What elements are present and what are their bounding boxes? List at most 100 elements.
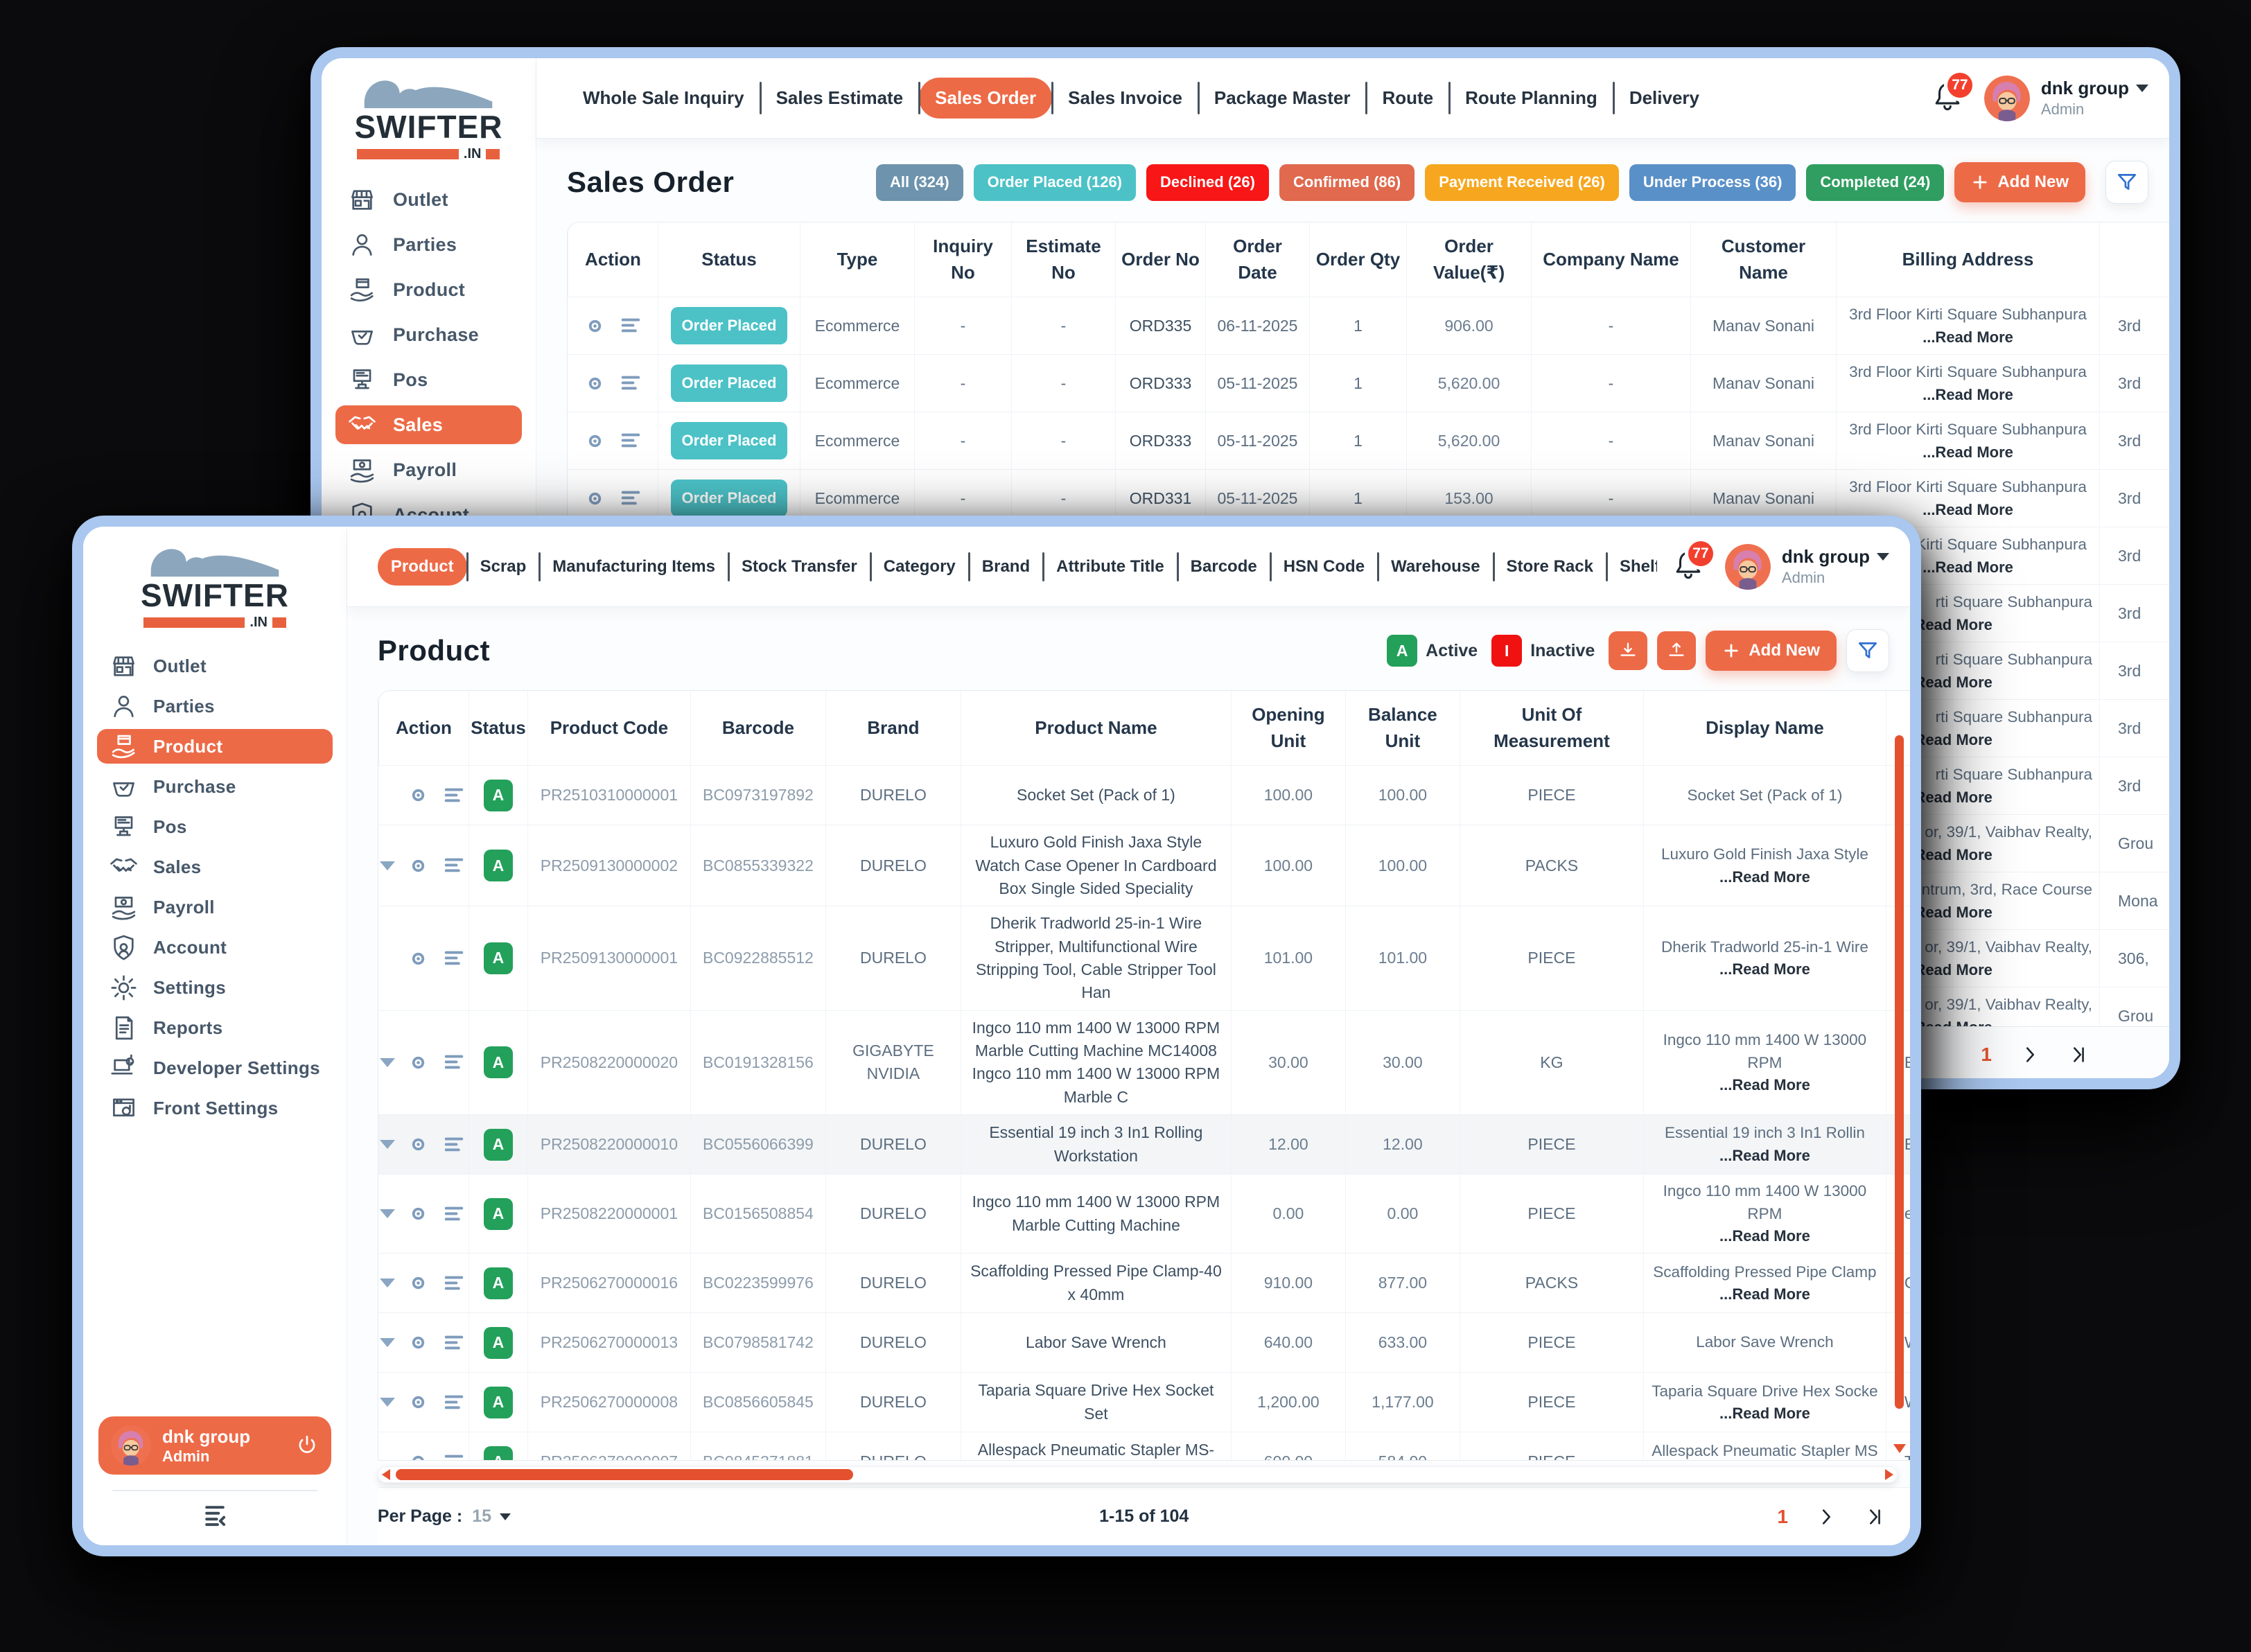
menu-lines-icon[interactable] <box>441 946 466 971</box>
view-icon[interactable] <box>405 853 431 879</box>
order-row[interactable]: Order Placed Ecommerce - - ORD333 05-11-… <box>568 412 2169 471</box>
notifications-button[interactable]: 77 <box>1672 538 1717 584</box>
order-row[interactable]: Order Placed Ecommerce - - ORD331 05-11-… <box>568 470 2169 528</box>
order-row[interactable]: Order Placed Ecommerce - - ORD335 06-11-… <box>568 297 2169 355</box>
scroll-left-arrow[interactable] <box>381 1469 390 1480</box>
read-more-link[interactable]: ...Read More <box>1922 443 2013 461</box>
nav-tab[interactable]: Route <box>1365 78 1449 118</box>
product-row[interactable]: A PR2509130000001 BC0922885512 DURELO Dh… <box>378 906 1910 1011</box>
add-new-button[interactable]: Add New <box>1706 631 1837 671</box>
expand-caret-icon[interactable] <box>380 1398 396 1407</box>
product-row[interactable]: A PR2506270000013 BC0798581742 DURELO La… <box>378 1313 1910 1373</box>
read-more-link[interactable]: ...Read More <box>1719 1227 1810 1245</box>
sidebar-item[interactable]: Parties <box>335 225 522 264</box>
sidebar-item[interactable]: Account <box>97 930 333 965</box>
sidebar-user-card[interactable]: dnk group Admin <box>98 1416 331 1475</box>
status-filter-chip[interactable]: Confirmed (86) <box>1279 164 1415 201</box>
menu-lines-icon[interactable] <box>618 428 643 453</box>
per-page-value[interactable]: 15 <box>472 1506 492 1526</box>
menu-lines-icon[interactable] <box>441 1050 466 1075</box>
nav-tab[interactable]: Package Master <box>1197 78 1367 118</box>
menu-lines-icon[interactable] <box>441 783 466 808</box>
next-page-icon[interactable] <box>1816 1506 1837 1527</box>
status-filter-chip[interactable]: Under Process (36) <box>1629 164 1796 201</box>
nav-tab[interactable]: Sales Invoice <box>1051 78 1198 118</box>
nav-tab[interactable]: Barcode <box>1176 548 1270 586</box>
product-row[interactable]: A PR2510310000001 BC0973197892 DURELO So… <box>378 766 1910 826</box>
export-button[interactable] <box>1657 631 1697 670</box>
filter-button[interactable] <box>2105 161 2148 204</box>
sidebar-item[interactable]: Product <box>97 729 333 764</box>
menu-lines-icon[interactable] <box>441 1450 466 1461</box>
sidebar-item[interactable]: Pos <box>335 360 522 399</box>
menu-lines-icon[interactable] <box>441 1330 466 1355</box>
vertical-scrollbar[interactable] <box>1893 735 1906 1453</box>
status-filter-chip[interactable]: Order Placed (126) <box>973 164 1137 201</box>
product-row[interactable]: A PR2506270000008 BC0856605845 DURELO Ta… <box>378 1373 1910 1433</box>
expand-caret-icon[interactable] <box>380 861 396 870</box>
view-icon[interactable] <box>405 1330 431 1355</box>
nav-tab[interactable]: Route Planning <box>1448 78 1613 118</box>
sidebar-item[interactable]: Purchase <box>97 769 333 804</box>
menu-lines-icon[interactable] <box>618 371 643 396</box>
read-more-link[interactable]: ...Read More <box>1922 328 2013 346</box>
sidebar-item[interactable]: Sales <box>97 850 333 884</box>
status-filter-chip[interactable]: All (324) <box>875 164 963 201</box>
read-more-link[interactable]: ...Read More <box>1719 1405 1810 1423</box>
menu-lines-icon[interactable] <box>618 313 643 338</box>
read-more-link[interactable]: ...Read More <box>1719 1076 1810 1094</box>
expand-caret-icon[interactable] <box>380 1278 396 1288</box>
read-more-link[interactable]: ...Read More <box>1719 1285 1810 1303</box>
status-filter-chip[interactable]: Completed (24) <box>1806 164 1945 201</box>
product-row[interactable]: A PR2506270000016 BC0223599976 DURELO Sc… <box>378 1254 1910 1314</box>
sidebar-item[interactable]: Outlet <box>335 180 522 219</box>
order-row[interactable]: Order Placed Ecommerce - - ORD333 05-11-… <box>568 355 2169 413</box>
sidebar-item[interactable]: Product <box>335 270 522 309</box>
menu-lines-icon[interactable] <box>441 1202 466 1227</box>
expand-caret-icon[interactable] <box>380 1209 396 1219</box>
nav-tab[interactable]: Brand <box>967 548 1043 586</box>
read-more-link[interactable]: ...Read More <box>1719 1147 1810 1165</box>
view-icon[interactable] <box>405 1270 431 1296</box>
nav-tab[interactable]: HSN Code <box>1269 548 1378 586</box>
read-more-link[interactable]: ...Read More <box>1719 868 1810 886</box>
view-icon[interactable] <box>405 1389 431 1415</box>
user-menu[interactable]: dnk group <box>1782 546 1889 568</box>
nav-tab[interactable]: Whole Sale Inquiry <box>583 87 744 108</box>
sidebar-item[interactable]: Payroll <box>97 890 333 924</box>
sidebar-item[interactable]: Outlet <box>97 649 333 683</box>
next-page-icon[interactable] <box>2020 1044 2040 1065</box>
avatar[interactable] <box>1984 76 2030 121</box>
power-icon[interactable] <box>295 1434 319 1457</box>
product-row[interactable]: A PR2508220000001 BC0156508854 DURELO In… <box>378 1175 1910 1254</box>
avatar[interactable] <box>1725 544 1771 590</box>
sidebar-item[interactable]: Pos <box>97 809 333 844</box>
status-filter-chip[interactable]: Payment Received (26) <box>1425 164 1619 201</box>
current-page[interactable]: 1 <box>1777 1505 1788 1527</box>
scrollbar-thumb[interactable] <box>1895 735 1904 1409</box>
view-icon[interactable] <box>582 371 608 396</box>
read-more-link[interactable]: ...Read More <box>1719 960 1810 978</box>
view-icon[interactable] <box>405 782 431 808</box>
view-icon[interactable] <box>582 428 608 454</box>
nav-tab[interactable]: Sales Order <box>918 78 1053 118</box>
sidebar-item[interactable]: Settings <box>97 970 333 1005</box>
product-row[interactable]: A PR2509130000002 BC0855339322 DURELO Lu… <box>378 825 1910 907</box>
scroll-down-arrow[interactable] <box>1893 1444 1906 1453</box>
sidebar-item[interactable]: Purchase <box>335 315 522 354</box>
status-filter-chip[interactable]: Declined (26) <box>1146 164 1269 201</box>
import-button[interactable] <box>1609 631 1648 670</box>
menu-lines-icon[interactable] <box>618 486 643 511</box>
nav-tab[interactable]: Delivery <box>1612 78 1715 118</box>
nav-tab[interactable]: Manufacturing Items <box>538 548 728 586</box>
product-row[interactable]: A PR2508220000010 BC0556066399 DURELO Es… <box>378 1115 1910 1175</box>
menu-lines-icon[interactable] <box>441 1271 466 1296</box>
sidebar-item[interactable]: Reports <box>97 1010 333 1045</box>
view-icon[interactable] <box>405 1201 431 1227</box>
sidebar-item[interactable]: Sales <box>335 405 522 444</box>
nav-tab[interactable]: Category <box>869 548 969 586</box>
chevron-down-icon[interactable] <box>500 1513 511 1520</box>
sidebar-item[interactable]: Payroll <box>335 450 522 489</box>
nav-tab[interactable]: Sales Estimate <box>759 78 920 118</box>
nav-tab[interactable]: Warehouse <box>1377 548 1493 586</box>
